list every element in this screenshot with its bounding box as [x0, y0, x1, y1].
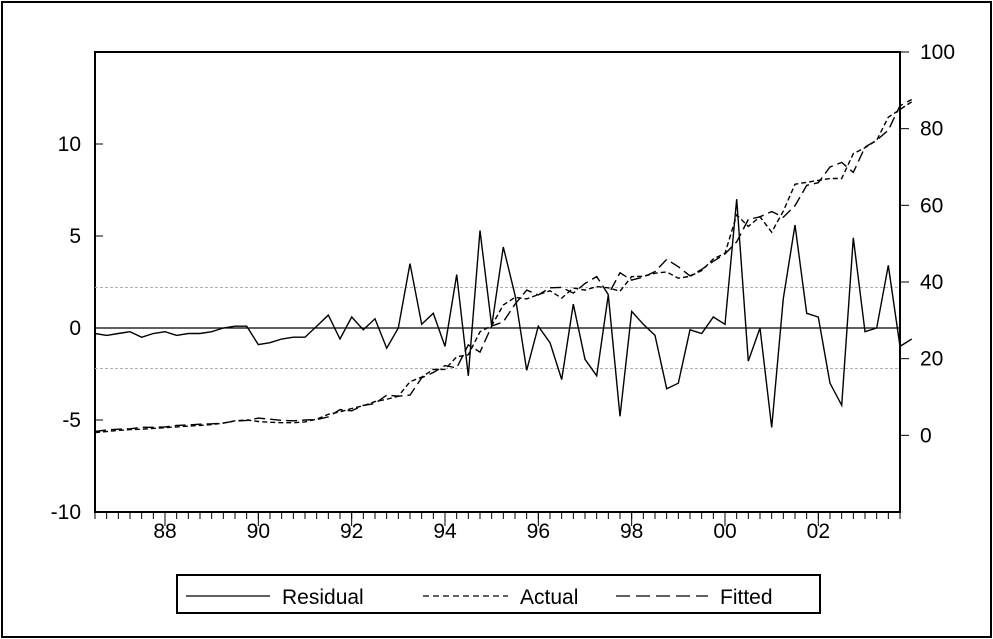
left-y-tick-label: 10 [58, 133, 81, 156]
legend-label-residual: Residual [282, 586, 364, 609]
legend-label-fitted: Fitted [720, 586, 773, 609]
left-y-tick-label: 0 [69, 317, 81, 340]
left-y-tick-label: 5 [69, 225, 81, 248]
legend: Residual Actual Fitted [176, 574, 821, 614]
x-axis: 88 90 92 94 96 98 00 02 [94, 512, 901, 543]
x-tick-label: 02 [807, 520, 830, 543]
x-tick-label: 92 [340, 520, 363, 543]
series-line-residual [94, 199, 913, 428]
x-tick-label: 98 [620, 520, 643, 543]
x-tick-label: 88 [153, 520, 176, 543]
right-y-tick-label: 80 [920, 118, 943, 141]
series-line-fitted [94, 98, 913, 433]
right-y-tick-label: 0 [920, 424, 932, 447]
legend-label-actual: Actual [520, 586, 578, 609]
right-y-tick-label: 100 [920, 41, 955, 64]
left-y-axis: -10 -5 0 5 10 [51, 133, 103, 524]
x-tick-label: 00 [713, 520, 736, 543]
x-tick-label: 94 [433, 520, 457, 543]
series-layer [94, 98, 913, 434]
left-y-tick-label: -5 [62, 409, 81, 432]
right-y-tick-label: 40 [920, 271, 943, 294]
legend-box [176, 574, 821, 614]
plot-area: 88 90 92 94 96 98 00 02 -10 -5 0 5 10 0 20 40 60 80 100 [51, 41, 955, 543]
x-tick-label: 96 [527, 520, 550, 543]
x-tick-label: 90 [247, 520, 270, 543]
left-y-tick-label: -10 [51, 501, 81, 524]
right-y-tick-label: 20 [920, 348, 943, 371]
right-y-axis: 0 20 40 60 80 100 [900, 41, 955, 447]
right-y-tick-label: 60 [920, 194, 943, 217]
